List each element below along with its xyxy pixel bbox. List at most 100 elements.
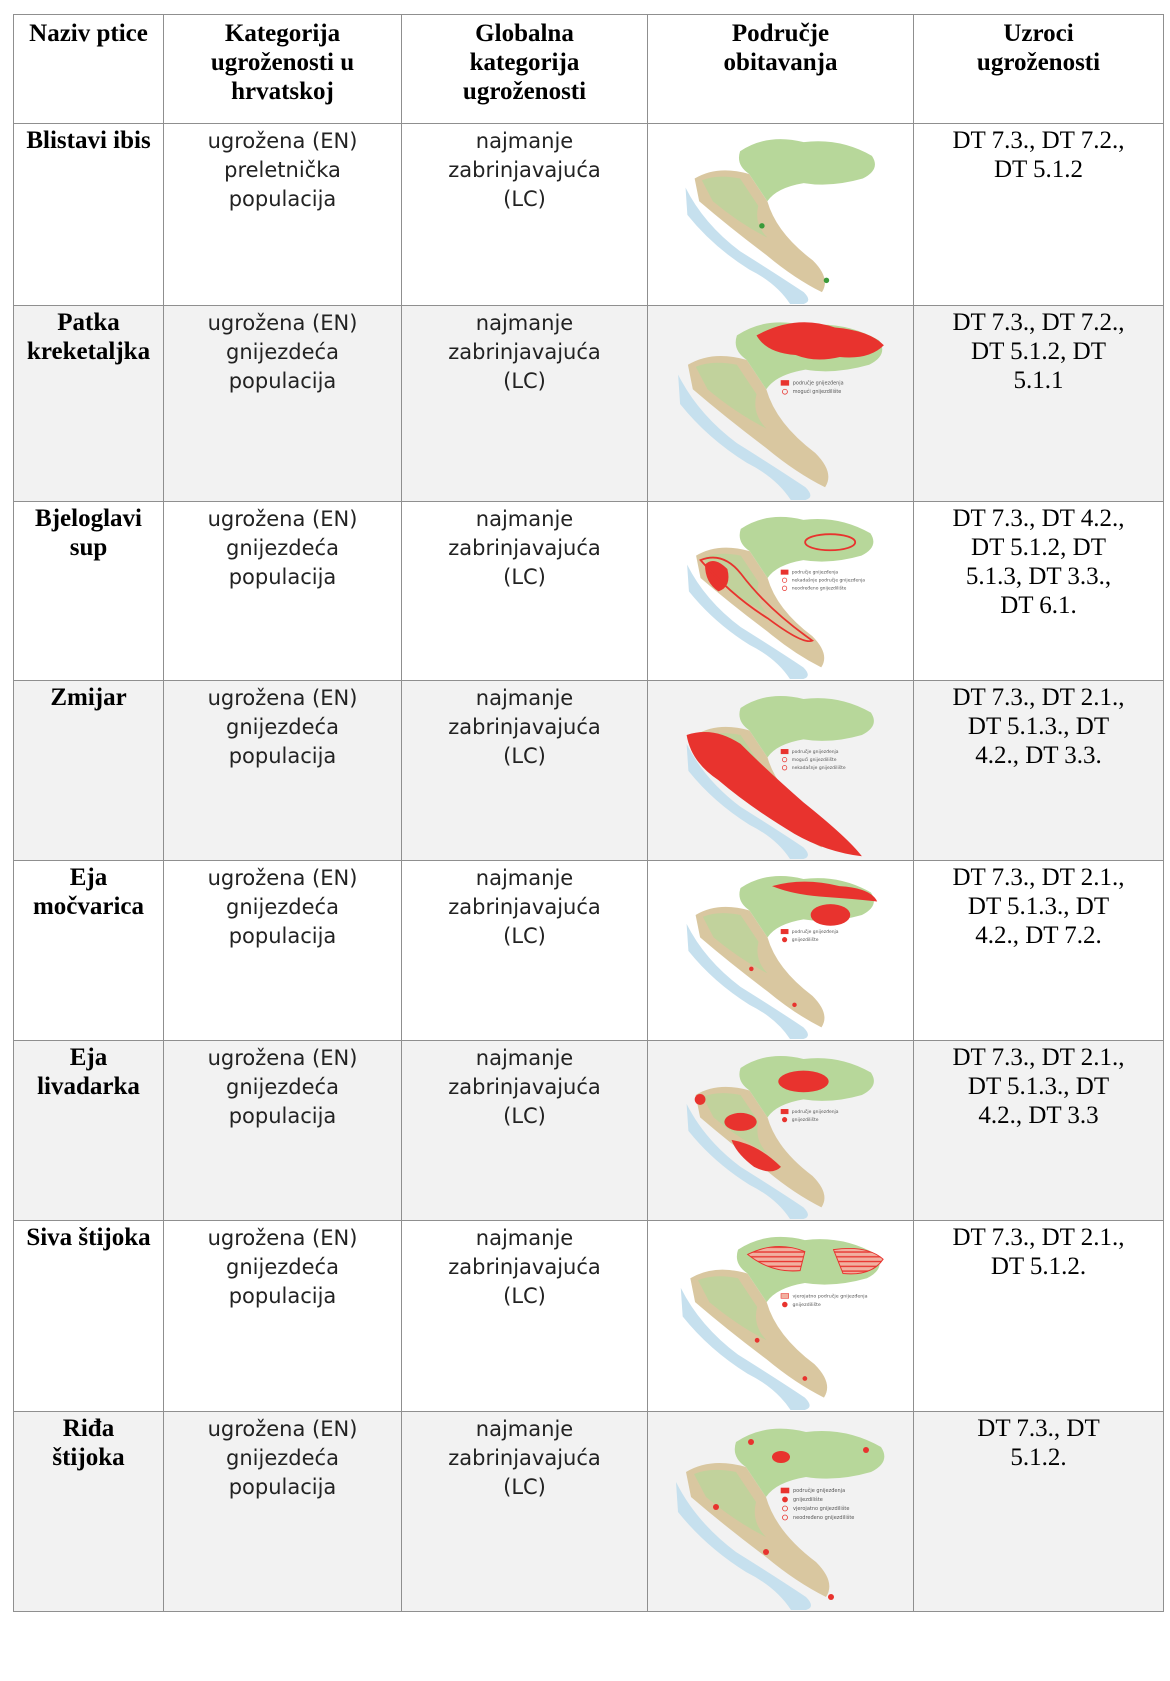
national-category-cell: ugrožena (EN) gnijezdeća populacija bbox=[163, 305, 402, 502]
habitat-map-cell: područje gnijezđenja gnijezdilište vjeroja… bbox=[647, 1411, 914, 1612]
table-row: Siva štijoka ugrožena (EN) gnijezdeća popul… bbox=[13, 1220, 1164, 1412]
threat-cause-line: DT 7.3., DT 7.2., bbox=[952, 309, 1125, 336]
national-category: populacija bbox=[228, 369, 337, 393]
global-category: najmanje bbox=[475, 1417, 574, 1441]
global-category: najmanje bbox=[475, 686, 574, 710]
national-category: gnijezdeća bbox=[226, 1075, 339, 1099]
global-category: zabrinjavajuća bbox=[448, 1075, 601, 1099]
threat-causes-cell: DT 7.3., DT 7.2., DT 5.1.2, DT 5.1.1 bbox=[913, 305, 1164, 502]
threat-cause-line: DT 5.1.3., DT bbox=[967, 1073, 1110, 1100]
global-category: zabrinjavajuća bbox=[448, 715, 601, 739]
threat-causes-cell: DT 7.3., DT 5.1.2. bbox=[913, 1411, 1164, 1612]
bird-name: Eja bbox=[69, 864, 108, 891]
bird-name-cell: Blistavi ibis bbox=[13, 123, 164, 306]
global-category-cell: najmanje zabrinjavajuća (LC) bbox=[401, 860, 648, 1041]
header-line: Globalna bbox=[475, 20, 574, 47]
bird-name: Eja bbox=[69, 1044, 108, 1071]
threat-cause-line: 5.1.1 bbox=[1013, 367, 1064, 394]
national-category-cell: ugrožena (EN) gnijezdeća populacija bbox=[163, 1220, 402, 1412]
national-category-cell: ugrožena (EN) gnijezdeća populacija bbox=[163, 1040, 402, 1221]
header-line: hrvatskoj bbox=[231, 78, 334, 105]
national-category: preletnička bbox=[224, 158, 341, 182]
threat-cause-line: 4.2., DT 3.3. bbox=[975, 742, 1102, 769]
threat-cause-line: DT 7.3., DT 2.1., bbox=[952, 1224, 1125, 1251]
global-category-cell: najmanje zabrinjavajuća (LC) bbox=[401, 1411, 648, 1612]
global-category: zabrinjavajuća bbox=[448, 1255, 601, 1279]
national-category: populacija bbox=[228, 1284, 337, 1308]
map-legend-label: područje gnijezđenja bbox=[791, 748, 838, 755]
global-category-cell: najmanje zabrinjavajuća (LC) bbox=[401, 123, 648, 306]
header-line: Područje bbox=[731, 20, 830, 47]
map-legend-label: područje gnijezđenja bbox=[791, 1108, 838, 1115]
bird-name-cell: Eja livadarka bbox=[13, 1040, 164, 1221]
global-category: zabrinjavajuća bbox=[448, 340, 601, 364]
threat-causes-cell: DT 7.3., DT 2.1., DT 5.1.3., DT 4.2., DT 3… bbox=[913, 680, 1164, 861]
habitat-map-cell: područje gnijezđenja mogući gnijezdilište bbox=[647, 305, 914, 502]
global-category-cell: najmanje zabrinjavajuća (LC) bbox=[401, 501, 648, 681]
national-category-cell: ugrožena (EN) preletnička populacija bbox=[163, 123, 402, 306]
threat-cause-line: 4.2., DT 3.3 bbox=[978, 1102, 1099, 1129]
bird-name: štijoka bbox=[52, 1444, 125, 1471]
header-row: Naziv ptice Kategorija ugroženosti u hrv… bbox=[13, 14, 1164, 124]
header-national-category: Kategorija ugroženosti u hrvatskoj bbox=[163, 14, 402, 124]
national-category: ugrožena (EN) bbox=[207, 311, 358, 335]
map-legend-label: vjerojatno gnijezdilište bbox=[793, 1505, 849, 1512]
habitat-map-cell: područje gnijezđenja mogući gnijezdilište… bbox=[647, 680, 914, 861]
bird-name: livadarka bbox=[37, 1073, 140, 1100]
national-category-cell: ugrožena (EN) gnijezdeća populacija bbox=[163, 501, 402, 681]
header-line: Naziv ptice bbox=[29, 20, 148, 47]
national-category: gnijezdeća bbox=[226, 1255, 339, 1279]
national-category: gnijezdeća bbox=[226, 536, 339, 560]
bird-name: Blistavi ibis bbox=[26, 127, 151, 154]
header-line: ugroženosti u bbox=[210, 49, 355, 76]
table-row: Riđa štijoka ugrožena (EN) gnijezdeća popula… bbox=[13, 1411, 1164, 1612]
map-legend-label: neodređeno gnijezdilište bbox=[791, 585, 846, 592]
national-category-cell: ugrožena (EN) gnijezdeća populacija bbox=[163, 1411, 402, 1612]
habitat-map-cell: područje gnijezđenja gnijezdilište bbox=[647, 1040, 914, 1221]
global-category: (LC) bbox=[503, 924, 546, 948]
threat-causes-cell: DT 7.3., DT 2.1., DT 5.1.3., DT 4.2., DT 7… bbox=[913, 860, 1164, 1041]
threat-cause-line: DT 7.3., DT 7.2., bbox=[952, 127, 1125, 154]
global-category: zabrinjavajuća bbox=[448, 536, 601, 560]
threat-cause-line: DT 5.1.2, DT bbox=[971, 534, 1106, 561]
global-category: najmanje bbox=[475, 507, 574, 531]
table-row: Blistavi ibis ugrožena (EN) preletnička pop… bbox=[13, 123, 1164, 306]
table-body: Blistavi ibis ugrožena (EN) preletnička pop… bbox=[13, 123, 1164, 1612]
global-category: (LC) bbox=[503, 187, 546, 211]
map-legend-label: gnijezdilište bbox=[792, 1301, 820, 1308]
threat-cause-line: DT 5.1.3., DT bbox=[967, 713, 1110, 740]
header-line: kategorija bbox=[469, 49, 580, 76]
table-row: Eja livadarka ugrožena (EN) gnijezdeća popul… bbox=[13, 1040, 1164, 1221]
header-line: ugroženosti bbox=[462, 78, 587, 105]
global-category: zabrinjavajuća bbox=[448, 158, 601, 182]
national-category: populacija bbox=[228, 565, 337, 589]
national-category: ugrožena (EN) bbox=[207, 1417, 358, 1441]
threat-cause-line: DT 5.1.2. bbox=[990, 1253, 1087, 1280]
map-legend-label: gnijezdilište bbox=[791, 936, 818, 943]
header-line: ugroženosti bbox=[976, 49, 1101, 76]
threat-cause-line: DT 7.3., DT 2.1., bbox=[952, 864, 1125, 891]
bird-name-cell: Patka kreketaljka bbox=[13, 305, 164, 502]
threat-causes-cell: DT 7.3., DT 2.1., DT 5.1.3., DT 4.2., DT 3… bbox=[913, 1040, 1164, 1221]
threat-cause-line: 4.2., DT 7.2. bbox=[975, 922, 1102, 949]
bird-name: močvarica bbox=[32, 893, 145, 920]
threat-cause-line: DT 5.1.2, DT bbox=[971, 338, 1106, 365]
table-row: Patka kreketaljka ugrožena (EN) gnijezdeća p… bbox=[13, 305, 1164, 502]
threat-causes-cell: DT 7.3., DT 7.2., DT 5.1.2 bbox=[913, 123, 1164, 306]
header-line: Uzroci bbox=[1003, 20, 1074, 47]
threat-cause-line: DT 7.3., DT 2.1., bbox=[952, 684, 1125, 711]
national-category: ugrožena (EN) bbox=[207, 507, 358, 531]
threat-cause-line: DT 5.1.3., DT bbox=[967, 893, 1110, 920]
national-category-cell: ugrožena (EN) gnijezdeća populacija bbox=[163, 680, 402, 861]
threat-cause-line: DT 7.3., DT bbox=[977, 1415, 1100, 1442]
bird-name-cell: Bjeloglavi sup bbox=[13, 501, 164, 681]
national-category: populacija bbox=[228, 187, 337, 211]
national-category-cell: ugrožena (EN) gnijezdeća populacija bbox=[163, 860, 402, 1041]
habitat-map-cell: područje gnijezđenja nekadašnje područje … bbox=[647, 501, 914, 681]
map-legend-label: nekadašnje područje gnijezđenja bbox=[791, 577, 865, 584]
map-legend-label: područje gnijezđenja bbox=[793, 1487, 845, 1494]
habitat-map: područje gnijezđenja gnijezdilište vjeroja… bbox=[675, 1428, 884, 1610]
global-category: najmanje bbox=[475, 1046, 574, 1070]
global-category: (LC) bbox=[503, 369, 546, 393]
bird-name: Bjeloglavi bbox=[35, 505, 142, 532]
